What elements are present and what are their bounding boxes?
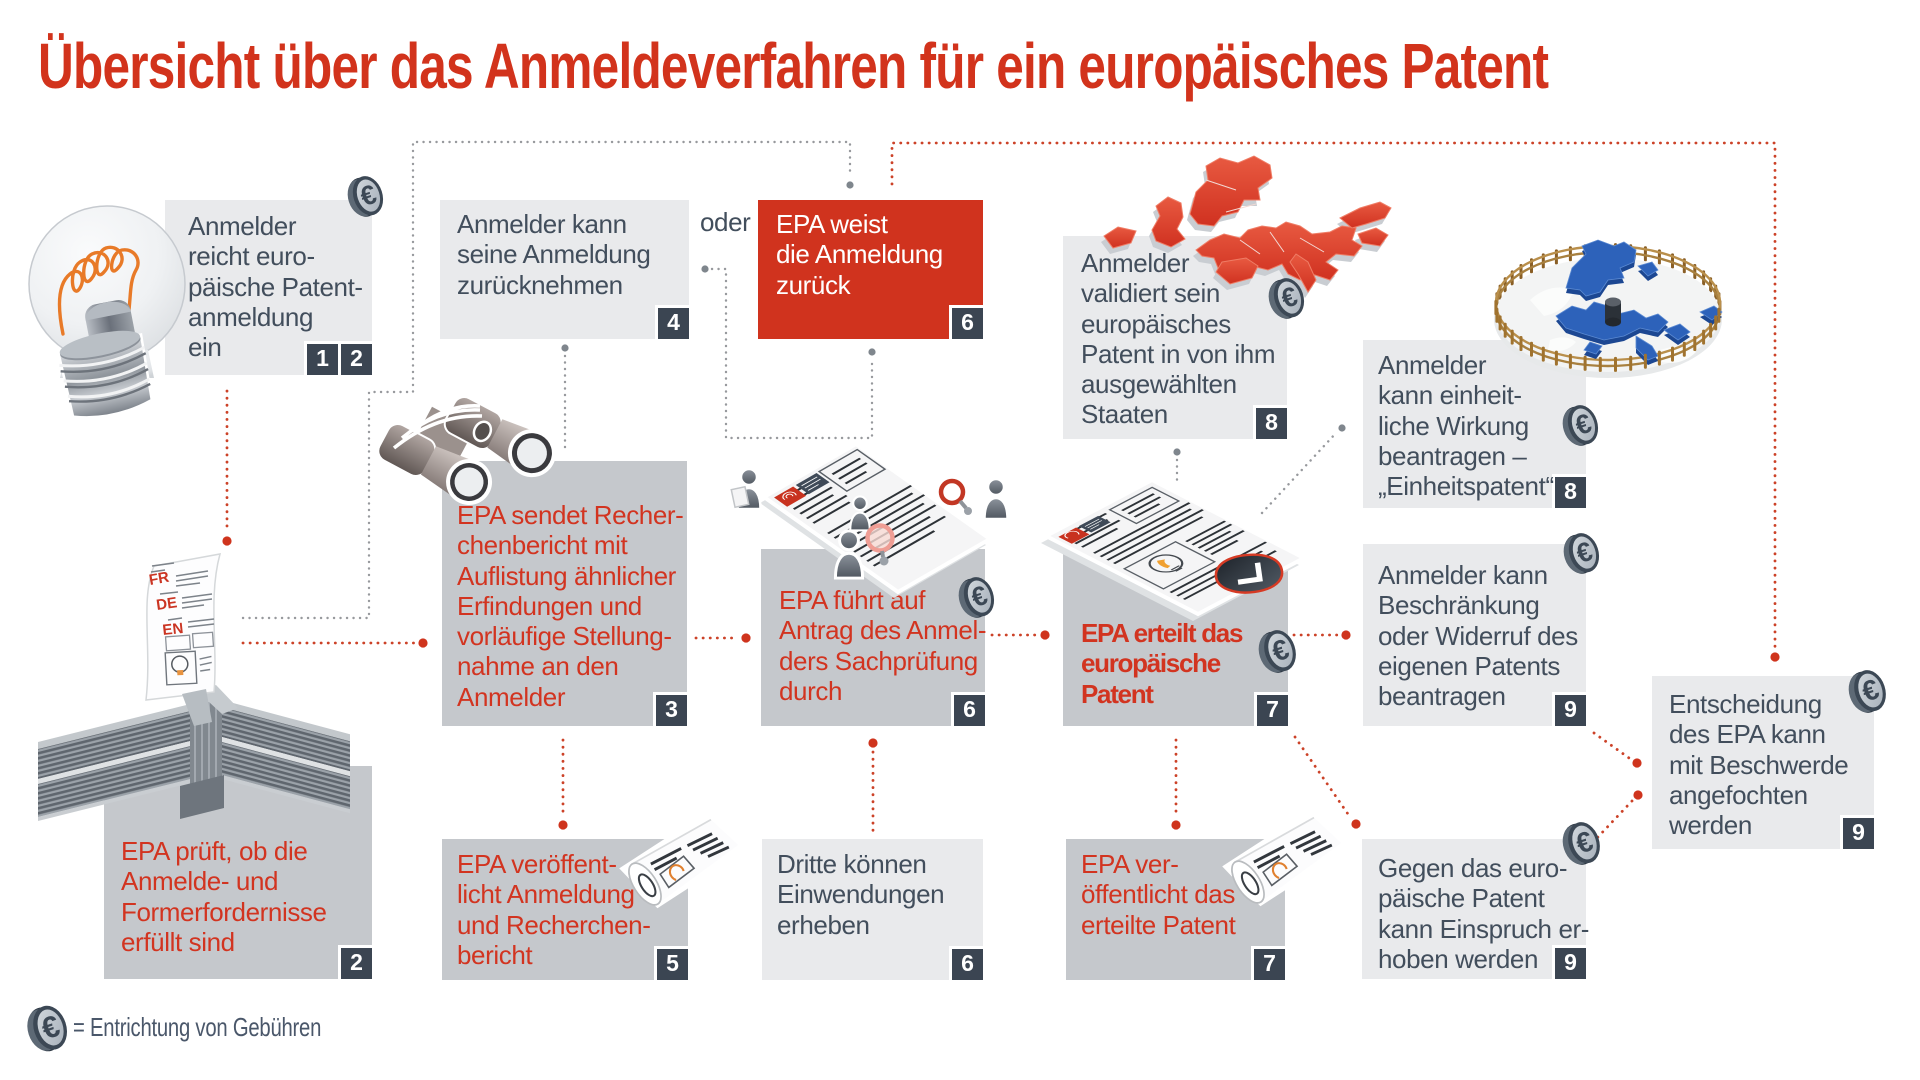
svg-text:EN: EN bbox=[162, 620, 185, 639]
svg-text:DE: DE bbox=[155, 594, 178, 614]
svg-text:FR: FR bbox=[148, 569, 171, 589]
